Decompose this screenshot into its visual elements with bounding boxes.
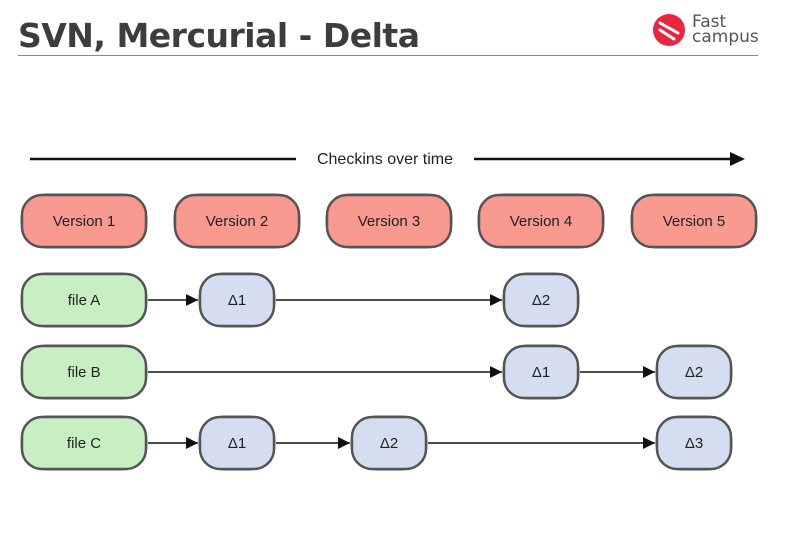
version-box bbox=[325, 193, 453, 249]
version-label: Version 1 bbox=[53, 213, 116, 230]
delta-box bbox=[655, 415, 733, 471]
timeline-arrowhead-icon bbox=[730, 152, 745, 166]
delta-box bbox=[350, 415, 428, 471]
delta-label: Δ2 bbox=[532, 292, 550, 309]
delta-label: Δ1 bbox=[532, 364, 550, 381]
delta-box bbox=[502, 272, 580, 328]
file-label: file A bbox=[68, 292, 101, 309]
delta-box bbox=[198, 272, 276, 328]
version-box bbox=[173, 193, 301, 249]
brand-wordmark: Fast campus bbox=[692, 12, 759, 47]
delta-label: Δ2 bbox=[380, 435, 398, 452]
version-label: Version 4 bbox=[510, 213, 573, 230]
delta-label: Δ1 bbox=[228, 292, 246, 309]
brand-line-2: campus bbox=[692, 27, 759, 47]
file-box bbox=[20, 344, 148, 400]
delta-label: Δ1 bbox=[228, 435, 246, 452]
version-box bbox=[477, 193, 605, 249]
delta-box bbox=[502, 344, 580, 400]
file-label: file B bbox=[67, 364, 100, 381]
brand-line-1: Fast bbox=[692, 12, 727, 32]
version-label: Version 5 bbox=[663, 213, 726, 230]
version-label: Version 3 bbox=[358, 213, 421, 230]
version-label: Version 2 bbox=[206, 213, 269, 230]
file-label: file C bbox=[67, 435, 101, 452]
fastcampus-mark-icon bbox=[653, 14, 685, 46]
delta-box bbox=[198, 415, 276, 471]
file-box bbox=[20, 415, 148, 471]
version-box bbox=[20, 193, 148, 249]
delta-label: Δ3 bbox=[685, 435, 703, 452]
brand-mark-stripe bbox=[658, 28, 676, 41]
brand-mark-stripe bbox=[658, 21, 680, 35]
slide-title: SVN, Mercurial - Delta bbox=[18, 16, 420, 55]
delta-label: Δ2 bbox=[685, 364, 703, 381]
file-box bbox=[20, 272, 148, 328]
version-box bbox=[630, 193, 758, 249]
brand-logo: Fast campus bbox=[652, 12, 759, 48]
title-divider bbox=[18, 55, 758, 56]
timeline-label: Checkins over time bbox=[317, 151, 453, 168]
delta-box bbox=[655, 344, 733, 400]
